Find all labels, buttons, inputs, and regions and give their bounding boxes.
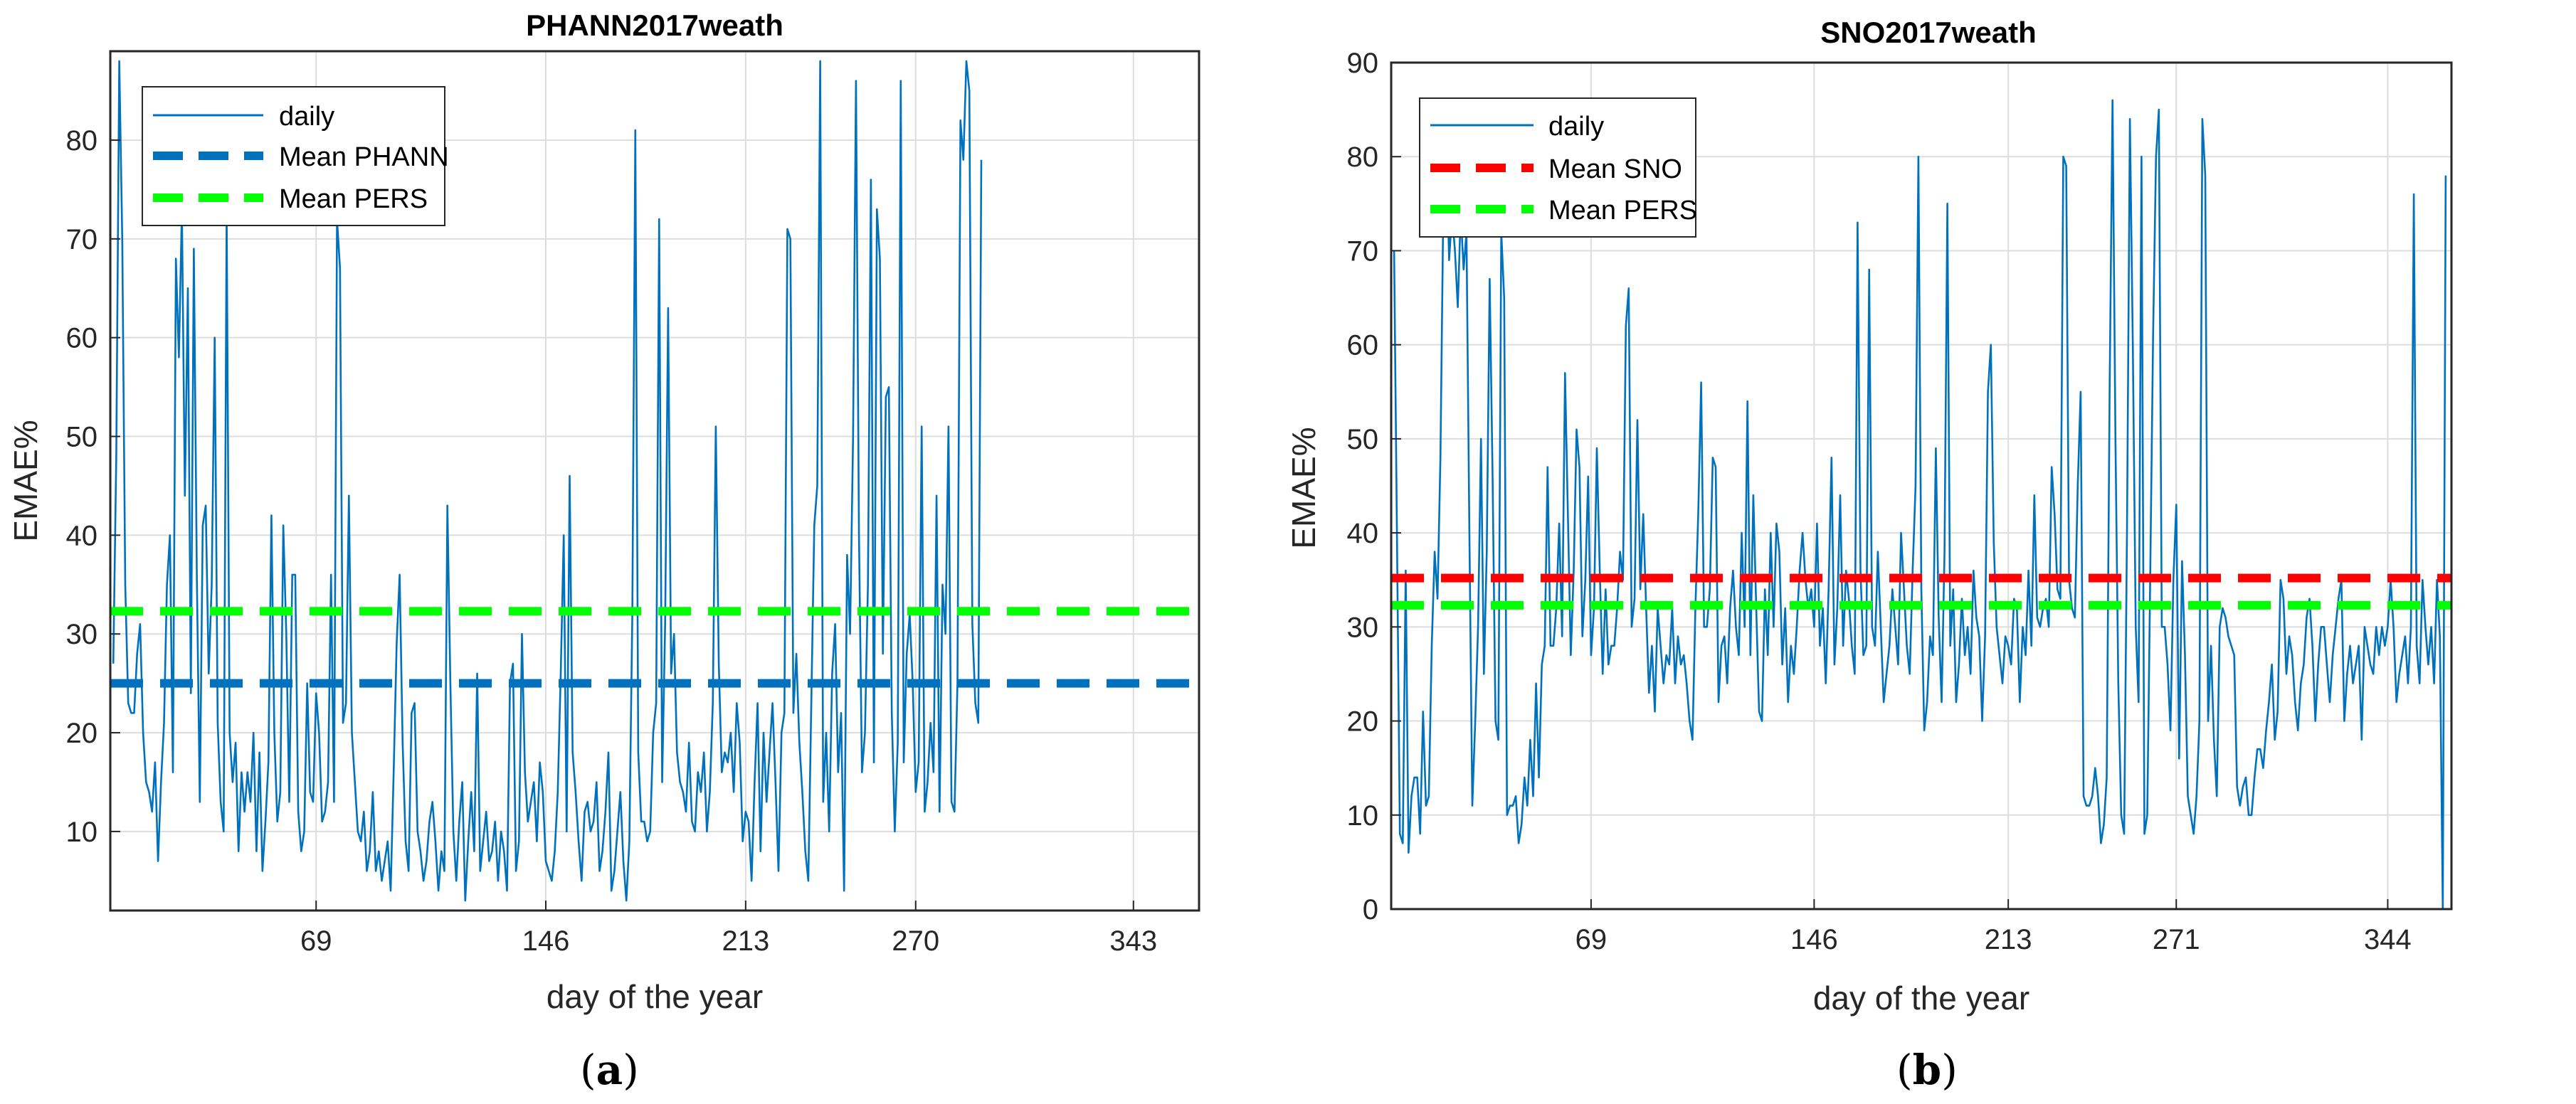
x-tick-label: 213	[722, 925, 769, 957]
legend-label-mean-pers-a: Mean PERS	[279, 184, 428, 214]
chart-title-a: PHANN2017weath	[526, 9, 783, 42]
y-tick-label: 70	[66, 224, 98, 255]
y-tick-label: 50	[66, 422, 98, 453]
panel-label-b-letter: b	[1912, 1046, 1942, 1094]
ticks-b: 69 146 213 271 344 0 10 20 30 40 50 60 70 80 90	[1347, 48, 2412, 955]
ticks-a: 69 146 213 270 343 10 20 30 40 50 60 70 80	[66, 125, 1158, 957]
chart-panel-b: SNO2017weath 69 146 213 271 344 0 10 20 30 40 50 60…	[1288, 16, 2453, 1017]
mean-lines-b	[1391, 573, 2451, 610]
axes-box-a	[109, 50, 1200, 912]
y-tick-label: 60	[66, 323, 98, 354]
y-tick-label: 30	[66, 619, 98, 650]
x-tick-label: 270	[892, 925, 939, 957]
legend-label-mean-pers-b: Mean PERS	[1548, 196, 1697, 225]
y-tick-label: 40	[1347, 518, 1379, 549]
mean-lines-a	[110, 607, 1199, 688]
legend-label-daily-a: daily	[279, 102, 334, 132]
y-tick-label: 20	[1347, 706, 1379, 738]
y-tick-label: 10	[1347, 800, 1379, 832]
series-group-b	[1393, 99, 2447, 909]
legend-label-mean-sno: Mean SNO	[1548, 154, 1682, 184]
y-tick-label: 0	[1363, 894, 1378, 925]
chart-panel-a: PHANN2017weath 69 146 213 270 34310203040506…	[7, 9, 1200, 1015]
y-tick-label: 10	[66, 817, 98, 848]
y-tick-label: 70	[1347, 235, 1379, 267]
axes-box-b	[1390, 61, 2453, 911]
y-tick-label: 20	[66, 718, 98, 749]
x-tick-label: 146	[1790, 924, 1838, 955]
panel-label-b-close: )	[1941, 1046, 1958, 1094]
chart-title-b: SNO2017weath	[1820, 16, 2036, 49]
panel-label-a-letter: a	[596, 1046, 623, 1094]
y-tick-label: 50	[1347, 424, 1379, 455]
y-axis-label-a: EMAE%	[7, 420, 44, 541]
series-line-daily	[1393, 99, 2447, 909]
x-tick-label: 271	[2153, 924, 2200, 955]
y-tick-label: 90	[1347, 48, 1379, 79]
x-tick-label: 344	[2364, 924, 2412, 955]
panel-label-a: (a)	[580, 1046, 639, 1094]
series-line-daily	[112, 60, 983, 902]
y-tick-label: 60	[1347, 330, 1379, 361]
x-axis-label-b: day of the year	[1813, 980, 2029, 1017]
grid-a	[110, 51, 1199, 911]
legend-label-mean-phann: Mean PHANN	[279, 142, 449, 172]
x-tick-label: 146	[522, 925, 570, 957]
y-tick-label: 30	[1347, 612, 1379, 643]
panel-label-a-close: )	[623, 1046, 639, 1094]
x-tick-label: 69	[300, 925, 332, 957]
y-axis-label-b: EMAE%	[1288, 427, 1322, 548]
panel-label-a-open: (	[580, 1046, 596, 1094]
series-group-a	[112, 60, 983, 902]
panel-label-b: (b)	[1896, 1046, 1958, 1094]
y-tick-label: 80	[66, 125, 98, 156]
legend-b: daily Mean SNO Mean PERS	[1419, 97, 1697, 238]
legend-label-daily-b: daily	[1548, 112, 1604, 142]
legend-a: daily Mean PHANN Mean PERS	[142, 86, 449, 226]
x-tick-label: 343	[1109, 925, 1157, 957]
legend-box-a	[142, 86, 445, 226]
panel-label-b-open: (	[1896, 1046, 1913, 1094]
legend-box-b	[1419, 97, 1696, 238]
x-tick-label: 213	[1985, 924, 2032, 955]
x-axis-label-a: day of the year	[547, 978, 763, 1015]
y-tick-label: 40	[66, 520, 98, 551]
y-tick-label: 80	[1347, 142, 1379, 173]
x-tick-label: 69	[1575, 924, 1608, 955]
